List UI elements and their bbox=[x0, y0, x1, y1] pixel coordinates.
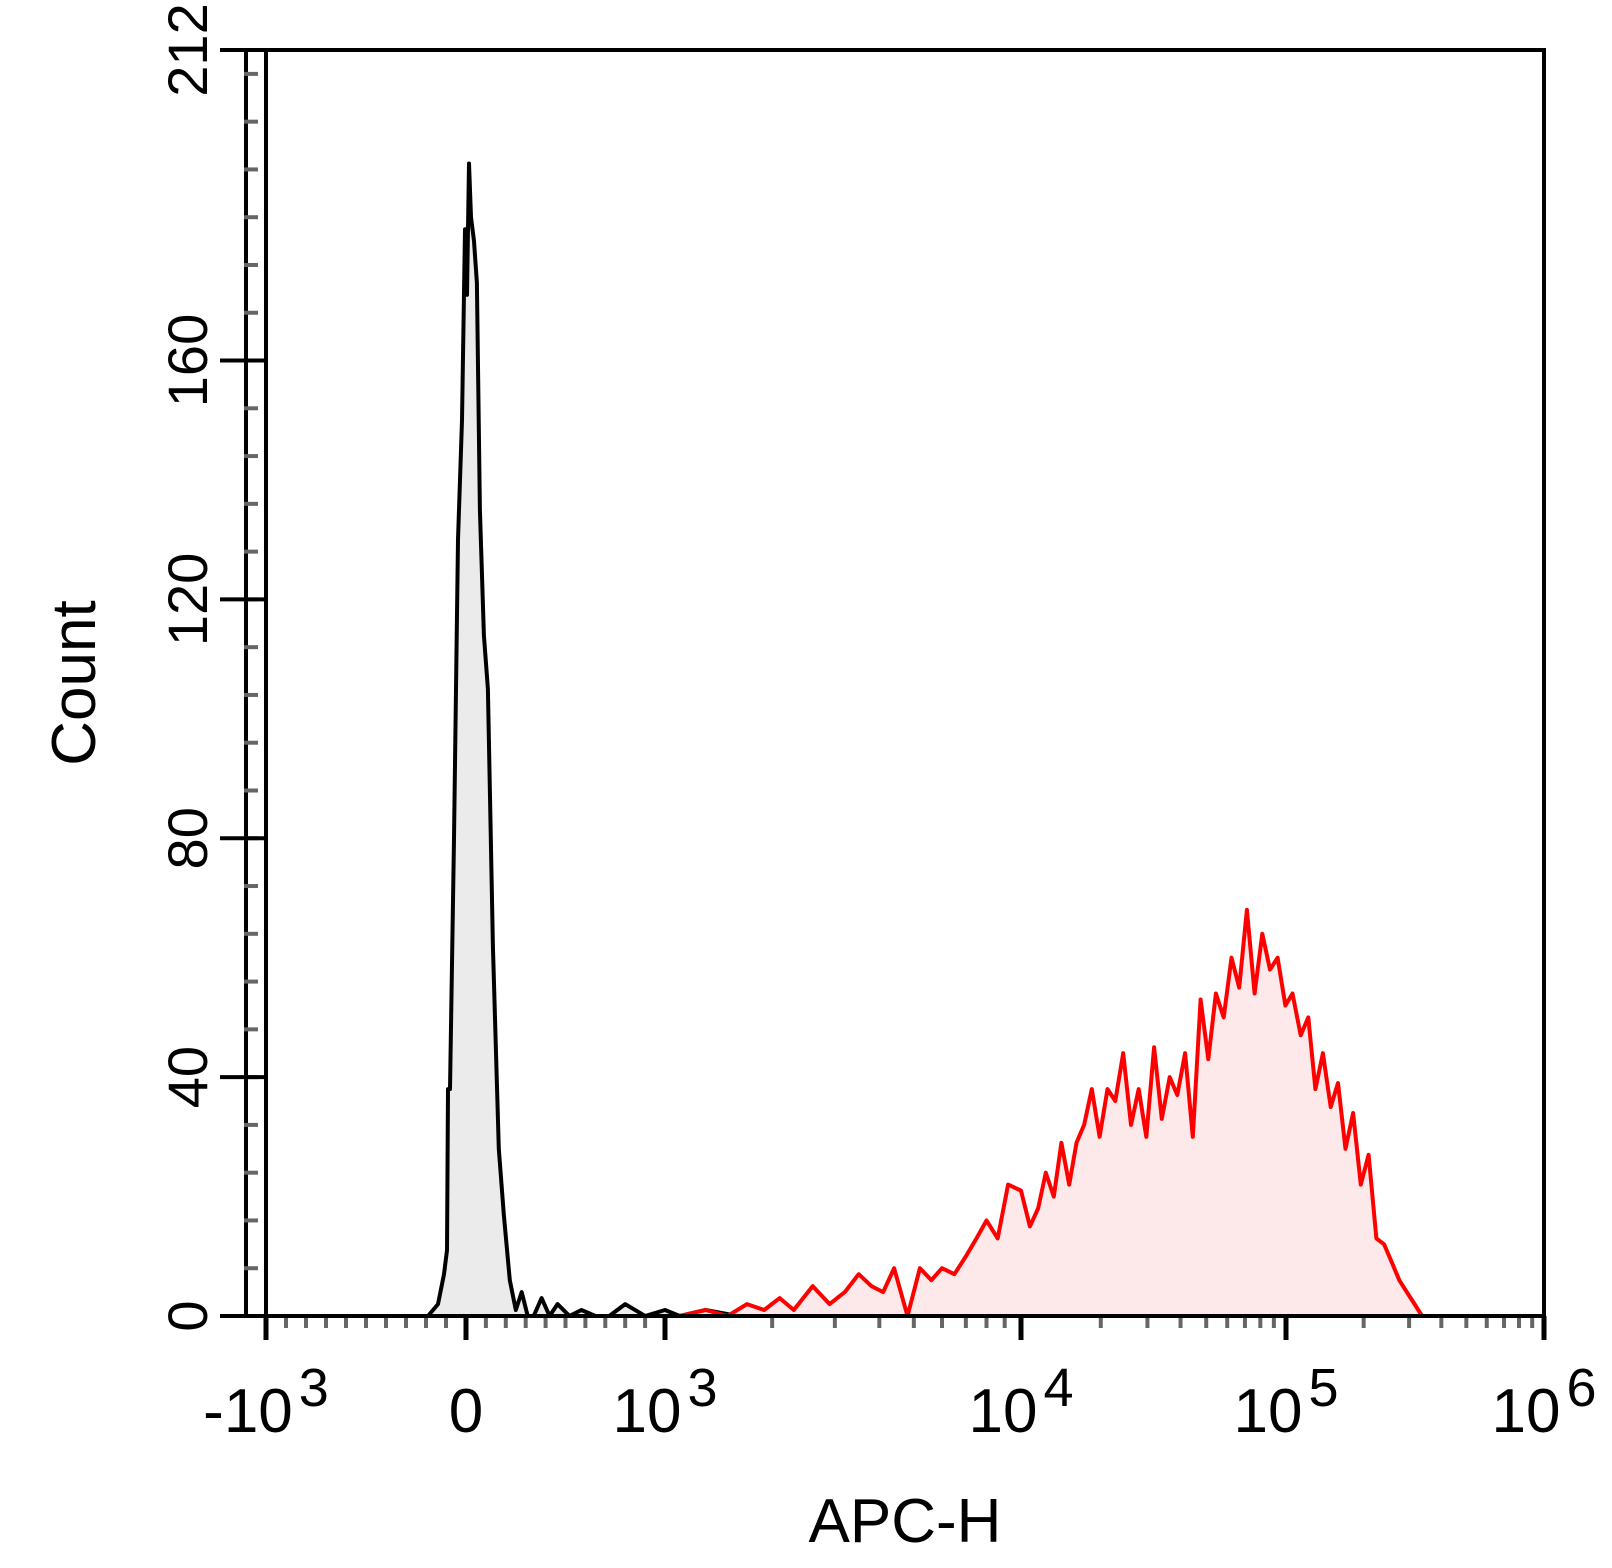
x-tick-exponent: 5 bbox=[1308, 1358, 1338, 1418]
series-layer bbox=[426, 161, 1424, 1318]
x-tick-label: 0 bbox=[449, 1377, 483, 1446]
x-tick-base: 10 bbox=[1233, 1377, 1302, 1446]
x-tick-base: -10 bbox=[203, 1377, 293, 1446]
y-tick-label: 120 bbox=[156, 553, 219, 646]
y-tick-label: 160 bbox=[156, 314, 219, 407]
x-tick-label: -10 3 bbox=[203, 1358, 329, 1446]
y-tick-label: 0 bbox=[156, 1300, 219, 1331]
y-tick-label: 80 bbox=[156, 807, 219, 869]
control-histogram-line bbox=[426, 161, 905, 1318]
sample-histogram-line bbox=[645, 907, 1424, 1318]
y-tick-label: 40 bbox=[156, 1046, 219, 1108]
x-tick-base: 10 bbox=[1491, 1377, 1560, 1446]
x-tick-label: 10 5 bbox=[1233, 1358, 1338, 1446]
y-axis-label: Count bbox=[40, 600, 109, 765]
x-tick-base: 0 bbox=[449, 1377, 483, 1446]
x-axis-label: APC-H bbox=[809, 1487, 1002, 1556]
x-tick-label: 10 4 bbox=[968, 1358, 1073, 1446]
y-axis: 0 40 80 120 160 212 bbox=[156, 3, 266, 1332]
x-tick-exponent: 3 bbox=[687, 1358, 717, 1418]
y-tick-label: 212 bbox=[156, 3, 219, 96]
x-tick-base: 10 bbox=[968, 1377, 1037, 1446]
x-tick-exponent: 6 bbox=[1566, 1358, 1596, 1418]
x-axis: -10 3 0 10 3 10 4 10 5 10 6 bbox=[203, 1314, 1597, 1446]
x-tick-label: 10 3 bbox=[612, 1358, 717, 1446]
plot-frame bbox=[264, 48, 1546, 1318]
x-tick-exponent: 4 bbox=[1043, 1358, 1073, 1418]
sample-histogram-fill bbox=[645, 909, 1423, 1316]
x-tick-label: 10 6 bbox=[1491, 1358, 1596, 1446]
x-tick-base: 10 bbox=[612, 1377, 681, 1446]
x-tick-exponent: 3 bbox=[299, 1358, 329, 1418]
